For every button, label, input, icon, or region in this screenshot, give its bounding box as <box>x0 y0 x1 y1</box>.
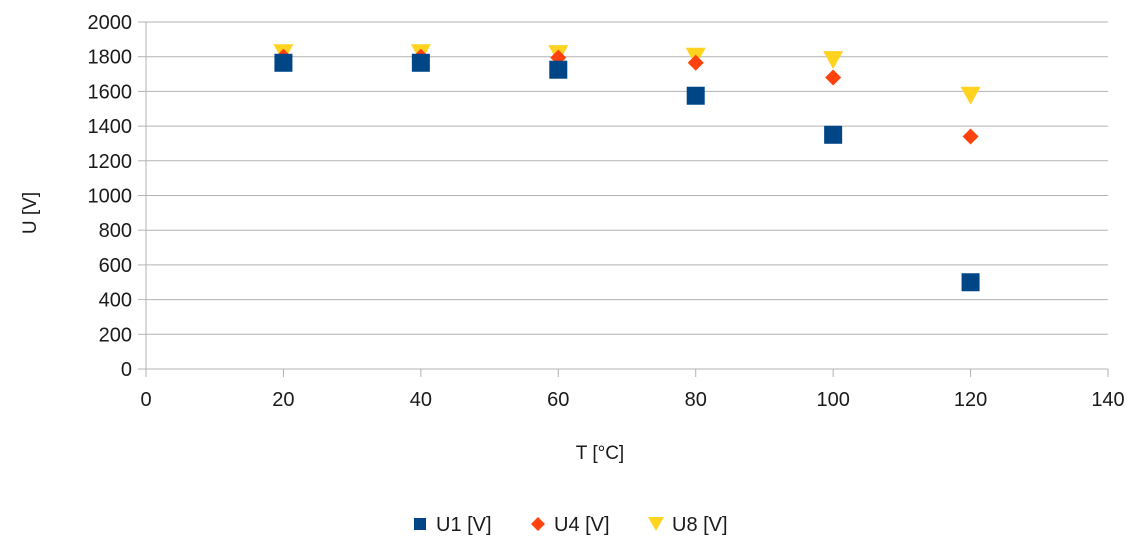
legend-label: U8 [V] <box>672 514 728 536</box>
legend-item: U1 [V] <box>414 514 492 536</box>
legend-diamond-marker <box>531 517 545 531</box>
data-point <box>825 69 842 86</box>
y-tick-label: 1000 <box>88 186 133 208</box>
axes <box>138 21 1109 377</box>
y-tick-label: 1200 <box>88 151 133 173</box>
data-point <box>960 86 981 105</box>
x-tick-label: 20 <box>272 389 294 411</box>
y-tick-label: 2000 <box>88 12 133 34</box>
x-tick-label: 0 <box>140 389 151 411</box>
data-point <box>411 53 430 72</box>
y-tick-label: 200 <box>99 324 132 346</box>
series-1 <box>274 53 980 292</box>
legend-label: U1 [V] <box>436 514 492 536</box>
data-point <box>686 86 705 105</box>
x-tick-label: 60 <box>547 389 569 411</box>
legend: U1 [V] U4 [V] U8 [V] <box>414 514 728 536</box>
series-2 <box>275 48 979 145</box>
data-point <box>961 273 980 292</box>
y-tick-label: 1400 <box>88 116 133 138</box>
legend-label: U4 [V] <box>554 514 610 536</box>
x-tick-label: 140 <box>1091 389 1124 411</box>
data-points <box>273 44 981 292</box>
y-tick-labels: 0 200 400 600 800 1000 1200 1400 1600 1800 2000 <box>88 12 133 381</box>
grid-lines <box>146 21 1108 370</box>
x-tick-label: 40 <box>410 389 432 411</box>
legend-item: U4 [V] <box>531 514 610 536</box>
y-tick-label: 1600 <box>88 81 133 103</box>
data-point <box>824 125 843 144</box>
y-axis-title: U [V] <box>20 192 41 234</box>
y-tick-label: 600 <box>99 255 132 277</box>
series-3 <box>273 44 981 105</box>
x-tick-label: 100 <box>816 389 849 411</box>
data-point <box>549 60 568 79</box>
x-axis-title: T [°C] <box>576 443 624 464</box>
legend-square-marker <box>414 518 426 530</box>
y-tick-label: 0 <box>121 359 132 381</box>
y-tick-label: 800 <box>99 220 132 242</box>
x-tick-label: 80 <box>685 389 707 411</box>
x-tick-label: 120 <box>954 389 987 411</box>
data-point <box>687 54 704 71</box>
data-point <box>274 53 293 72</box>
legend-triangle-marker <box>648 517 664 531</box>
data-point <box>962 128 979 145</box>
y-tick-label: 1800 <box>88 47 133 69</box>
data-point <box>823 51 844 70</box>
x-tick-labels: 0 20 40 60 80 100 120 140 <box>140 389 1124 411</box>
legend-item: U8 [V] <box>648 514 728 536</box>
y-tick-label: 400 <box>99 290 132 312</box>
